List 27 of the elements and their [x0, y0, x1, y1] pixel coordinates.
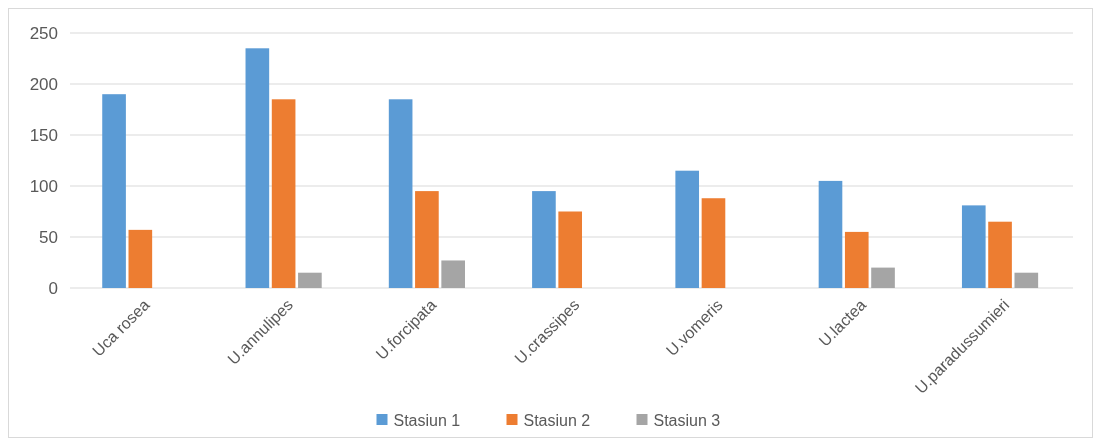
bar: [532, 191, 556, 288]
bar: [298, 272, 322, 288]
y-tick-label: 250: [29, 23, 58, 43]
legend-label: Stasiun 3: [653, 411, 721, 429]
bar: [818, 180, 843, 288]
legend-label: Stasiun 1: [393, 411, 461, 429]
bar: [388, 99, 413, 288]
legend-label: Stasiun 2: [523, 411, 591, 429]
bar: [415, 191, 439, 288]
bar: [675, 170, 700, 288]
bar: [271, 99, 296, 288]
bar: [961, 205, 986, 288]
y-tick-label: 0: [48, 278, 58, 298]
bar: [701, 198, 726, 288]
y-tick-label: 200: [29, 74, 58, 94]
bar: [988, 221, 1012, 288]
bar: [844, 231, 869, 288]
bar: [102, 94, 126, 288]
bar: [128, 229, 153, 288]
bar: [245, 48, 270, 288]
y-tick-label: 50: [39, 227, 58, 247]
bar: [871, 267, 895, 288]
y-tick-label: 150: [29, 125, 58, 145]
bar: [441, 260, 465, 288]
bar: [558, 211, 583, 288]
bar: [1014, 272, 1039, 288]
y-tick-label: 100: [29, 176, 58, 196]
